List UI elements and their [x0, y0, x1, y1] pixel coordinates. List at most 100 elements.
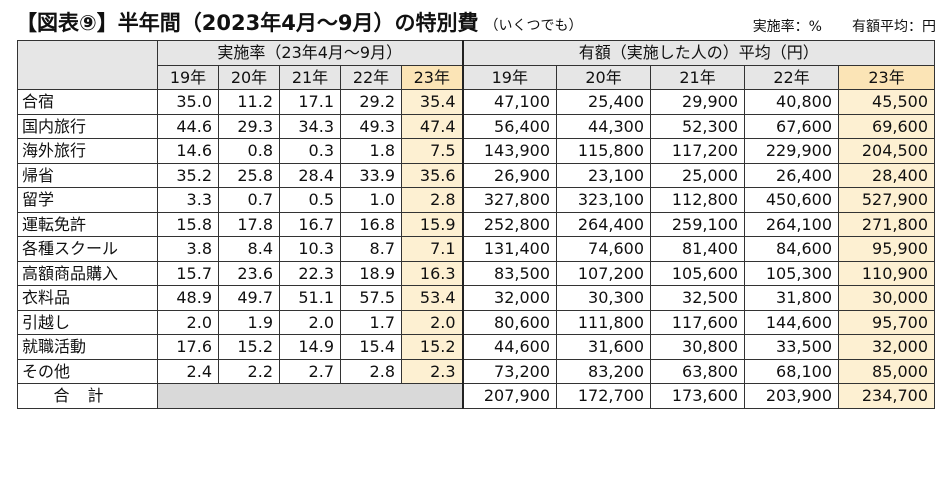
rate-cell: 29.2	[340, 89, 402, 115]
amount-cell: 204,500	[838, 138, 936, 164]
amount-cell: 527,900	[838, 187, 936, 213]
table-row: 高額商品購入 15.7 23.6 22.3 18.9 16.3 83,500 107,200 1…	[17, 260, 936, 286]
rate-cell: 17.8	[218, 211, 280, 237]
amount-cell: 44,300	[556, 113, 652, 139]
rate-cell: 15.7	[157, 260, 219, 286]
total-amount-cell: 234,700	[838, 383, 936, 409]
rate-cell: 29.3	[218, 113, 280, 139]
table-row: 帰省 35.2 25.8 28.4 33.9 35.6 26,900 23,100 25,000…	[17, 162, 936, 188]
rate-cell: 2.0	[157, 309, 219, 335]
total-amount-cell: 203,900	[744, 383, 840, 409]
amount-cell: 81,400	[650, 236, 746, 262]
amount-cell: 143,900	[461, 138, 558, 164]
table-row: 留学 3.3 0.7 0.5 1.0 2.8 327,800 323,100 112,800 45…	[17, 187, 936, 213]
amount-cell: 40,800	[744, 89, 840, 115]
rate-cell: 49.7	[218, 285, 280, 311]
amount-cell: 73,200	[461, 358, 558, 384]
corner-cell	[17, 40, 158, 90]
amount-cell: 67,600	[744, 113, 840, 139]
row-label: 運転免許	[17, 211, 158, 237]
rate-cell: 51.1	[279, 285, 341, 311]
rate-cell: 2.0	[400, 309, 464, 335]
amount-cell: 95,700	[838, 309, 936, 335]
amount-cell: 323,100	[556, 187, 652, 213]
rate-cell: 33.9	[340, 162, 402, 188]
special-expenses-table: 実施率（23年4月～9月） 有額（実施した人の）平均（円） 19年 20年 21…	[17, 40, 936, 409]
row-label: 海外旅行	[17, 138, 158, 164]
rate-cell: 0.8	[218, 138, 280, 164]
amount-cell: 252,800	[461, 211, 558, 237]
amount-cell: 229,900	[744, 138, 840, 164]
amount-cell: 25,400	[556, 89, 652, 115]
row-label: その他	[17, 358, 158, 384]
amount-cell: 26,400	[744, 162, 840, 188]
amount-cell: 144,600	[744, 309, 840, 335]
rate-cell: 57.5	[340, 285, 402, 311]
table-row: 就職活動 17.6 15.2 14.9 15.4 15.2 44,600 31,600 30,8…	[17, 334, 936, 360]
rate-cell: 2.8	[400, 187, 464, 213]
amount-year-header: 22年	[744, 64, 840, 90]
rate-cell: 35.6	[400, 162, 464, 188]
amount-cell: 68,100	[744, 358, 840, 384]
rate-cell: 48.9	[157, 285, 219, 311]
rate-cell: 0.5	[279, 187, 341, 213]
amount-cell: 63,800	[650, 358, 746, 384]
amount-cell: 115,800	[556, 138, 652, 164]
rate-cell: 8.7	[340, 236, 402, 262]
amount-cell: 264,100	[744, 211, 840, 237]
amount-cell: 32,000	[838, 334, 936, 360]
amount-cell: 83,500	[461, 260, 558, 286]
amount-year-header: 23年	[838, 64, 936, 90]
amount-cell: 327,800	[461, 187, 558, 213]
rate-cell: 17.1	[279, 89, 341, 115]
rate-cell: 22.3	[279, 260, 341, 286]
rate-cell: 7.1	[400, 236, 464, 262]
page-title: 【図表⑨】半年間（2023年4月～9月）の特別費 （いくつでも）	[16, 7, 582, 37]
amount-cell: 56,400	[461, 113, 558, 139]
rate-cell: 1.0	[340, 187, 402, 213]
amount-year-header: 19年	[461, 64, 558, 90]
amount-cell: 69,600	[838, 113, 936, 139]
rate-cell: 17.6	[157, 334, 219, 360]
amount-cell: 112,800	[650, 187, 746, 213]
amount-cell: 31,600	[556, 334, 652, 360]
amount-cell: 30,000	[838, 285, 936, 311]
table-row: その他 2.4 2.2 2.7 2.8 2.3 73,200 83,200 63,800 68,1…	[17, 358, 936, 384]
rate-cell: 16.8	[340, 211, 402, 237]
group-header-row: 実施率（23年4月～9月） 有額（実施した人の）平均（円）	[17, 40, 936, 90]
amount-cell: 25,000	[650, 162, 746, 188]
rate-cell: 2.0	[279, 309, 341, 335]
table-row: 各種スクール 3.8 8.4 10.3 8.7 7.1 131,400 74,600 81,40…	[17, 236, 936, 262]
table-row: 国内旅行 44.6 29.3 34.3 49.3 47.4 56,400 44,300 52,3…	[17, 113, 936, 139]
unit-amount: 有額平均：円	[852, 19, 936, 35]
row-label: 帰省	[17, 162, 158, 188]
table-row: 海外旅行 14.6 0.8 0.3 1.8 7.5 143,900 115,800 117,20…	[17, 138, 936, 164]
units-note: 実施率：% 有額平均：円	[753, 16, 936, 36]
table-row: 引越し 2.0 1.9 2.0 1.7 2.0 80,600 111,800 117,600 14…	[17, 309, 936, 335]
rate-cell: 15.2	[218, 334, 280, 360]
row-label: 合宿	[17, 89, 158, 115]
rate-cell: 1.9	[218, 309, 280, 335]
rate-cell: 10.3	[279, 236, 341, 262]
rate-cell: 35.2	[157, 162, 219, 188]
title-main: 【図表⑨】半年間（2023年4月～9月）の特別費	[16, 11, 479, 35]
amount-cell: 264,400	[556, 211, 652, 237]
rate-cell: 47.4	[400, 113, 464, 139]
amount-cell: 30,300	[556, 285, 652, 311]
amount-cell: 74,600	[556, 236, 652, 262]
rate-cell: 35.4	[400, 89, 464, 115]
rate-cell: 2.4	[157, 358, 219, 384]
amount-cell: 80,600	[461, 309, 558, 335]
rate-cell: 35.0	[157, 89, 219, 115]
rate-cell: 15.4	[340, 334, 402, 360]
total-amount-cell: 207,900	[461, 383, 558, 409]
group-header-rate: 実施率（23年4月～9月）	[156, 40, 464, 66]
amount-cell: 33,500	[744, 334, 840, 360]
row-label: 国内旅行	[17, 113, 158, 139]
rate-cell: 2.3	[400, 358, 464, 384]
year-header-row: 19年 20年 21年 22年 23年 19年 20年 21年 22年 23年	[18, 64, 936, 90]
group-header-amount: 有額（実施した人の）平均（円）	[461, 40, 936, 66]
amount-cell: 47,100	[461, 89, 558, 115]
row-label: 引越し	[17, 309, 158, 335]
rate-cell: 15.9	[400, 211, 464, 237]
